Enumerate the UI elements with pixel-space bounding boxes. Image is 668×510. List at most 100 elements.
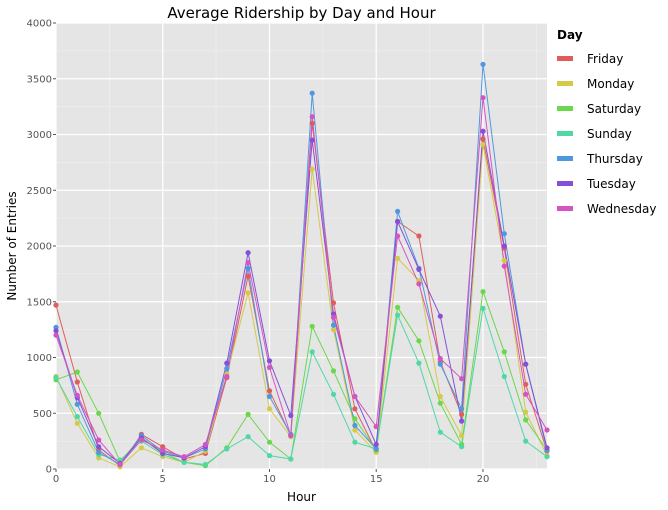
legend: Day Friday Monday Saturday Sunday Thursday Tu… xyxy=(557,28,656,216)
point-saturday xyxy=(74,369,80,375)
legend-swatch-wednesday xyxy=(557,206,573,211)
x-tick-label: 20 xyxy=(477,474,490,485)
point-friday xyxy=(245,273,251,279)
point-sunday xyxy=(309,349,315,355)
point-wednesday xyxy=(352,393,358,400)
y-axis-ticks: 0 500 1000 1500 2000 2500 3000 3500 4000 xyxy=(27,19,56,476)
point-saturday xyxy=(501,349,507,355)
y-tick-label: 500 xyxy=(33,409,52,420)
point-friday xyxy=(53,302,59,308)
legend-label-monday: Monday xyxy=(587,77,634,91)
point-monday xyxy=(309,166,315,172)
point-monday xyxy=(395,255,401,261)
point-tuesday xyxy=(309,137,315,143)
point-wednesday xyxy=(202,441,208,448)
point-saturday xyxy=(523,417,529,423)
legend-label-tuesday: Tuesday xyxy=(586,177,636,191)
legend-label-sunday: Sunday xyxy=(587,127,632,141)
point-thursday xyxy=(224,366,230,372)
point-friday xyxy=(266,388,273,394)
point-tuesday xyxy=(266,358,273,364)
point-saturday xyxy=(266,439,273,445)
point-wednesday xyxy=(288,433,294,439)
point-thursday xyxy=(437,361,443,367)
legend-swatch-sunday xyxy=(557,131,573,136)
point-friday xyxy=(352,406,358,412)
point-wednesday xyxy=(416,281,422,287)
point-monday xyxy=(74,420,80,426)
point-sunday xyxy=(395,312,401,318)
point-saturday xyxy=(395,304,401,310)
legend-label-saturday: Saturday xyxy=(587,102,641,116)
point-sunday xyxy=(266,453,273,459)
y-tick-label: 0 xyxy=(46,465,52,476)
point-thursday xyxy=(309,90,315,96)
point-sunday xyxy=(544,454,550,460)
point-sunday xyxy=(181,459,187,465)
point-tuesday xyxy=(373,441,379,448)
point-wednesday xyxy=(523,391,529,397)
y-tick-label: 2500 xyxy=(27,186,52,197)
point-friday xyxy=(74,379,80,385)
point-sunday xyxy=(459,444,465,450)
point-saturday xyxy=(309,323,315,329)
legend-swatch-monday xyxy=(557,81,573,86)
gridlines xyxy=(55,22,547,470)
point-sunday xyxy=(523,438,529,444)
point-wednesday xyxy=(138,437,144,443)
point-wednesday xyxy=(373,424,379,430)
point-sunday xyxy=(288,456,294,462)
point-wednesday xyxy=(459,376,465,382)
point-tuesday xyxy=(501,243,507,249)
x-tick-label: 0 xyxy=(53,474,59,485)
point-sunday xyxy=(74,414,80,420)
point-wednesday xyxy=(160,447,166,453)
point-friday xyxy=(330,300,337,306)
point-wednesday xyxy=(266,364,273,371)
point-saturday xyxy=(437,400,443,406)
point-monday xyxy=(459,433,465,439)
point-tuesday xyxy=(416,266,422,272)
point-tuesday xyxy=(288,412,294,419)
point-monday xyxy=(352,427,358,433)
series-points xyxy=(53,61,550,470)
point-sunday xyxy=(437,429,443,435)
point-monday xyxy=(523,409,529,415)
point-friday xyxy=(309,120,315,126)
point-tuesday xyxy=(224,360,230,366)
point-friday xyxy=(523,381,529,387)
legend-label-friday: Friday xyxy=(587,52,623,66)
x-tick-label: 10 xyxy=(263,474,276,485)
point-tuesday xyxy=(523,361,529,367)
point-wednesday xyxy=(330,314,337,320)
legend-title: Day xyxy=(557,28,583,42)
y-tick-label: 1500 xyxy=(27,297,52,308)
y-tick-label: 2000 xyxy=(27,242,52,253)
point-thursday xyxy=(74,401,80,407)
x-tick-label: 15 xyxy=(370,474,383,485)
point-sunday xyxy=(224,446,230,452)
series-lines xyxy=(55,64,548,468)
point-monday xyxy=(437,393,443,400)
point-wednesday xyxy=(480,95,486,101)
y-axis-label: Number of Entries xyxy=(5,191,19,300)
legend-swatch-saturday xyxy=(557,106,573,111)
point-thursday xyxy=(373,446,379,452)
point-saturday xyxy=(245,411,251,417)
point-saturday xyxy=(480,289,486,295)
point-saturday xyxy=(352,416,358,422)
point-thursday xyxy=(501,231,507,237)
point-monday xyxy=(330,327,337,333)
point-monday xyxy=(245,290,251,296)
point-sunday xyxy=(53,375,59,381)
point-thursday xyxy=(480,61,486,67)
point-sunday xyxy=(352,439,358,445)
point-wednesday xyxy=(245,260,251,266)
point-saturday xyxy=(416,338,422,344)
series-line-wednesday xyxy=(55,97,548,466)
point-monday xyxy=(266,406,273,412)
point-thursday xyxy=(352,422,358,429)
point-tuesday xyxy=(53,328,59,334)
y-tick-label: 1000 xyxy=(27,353,52,364)
legend-swatch-friday xyxy=(557,56,573,61)
